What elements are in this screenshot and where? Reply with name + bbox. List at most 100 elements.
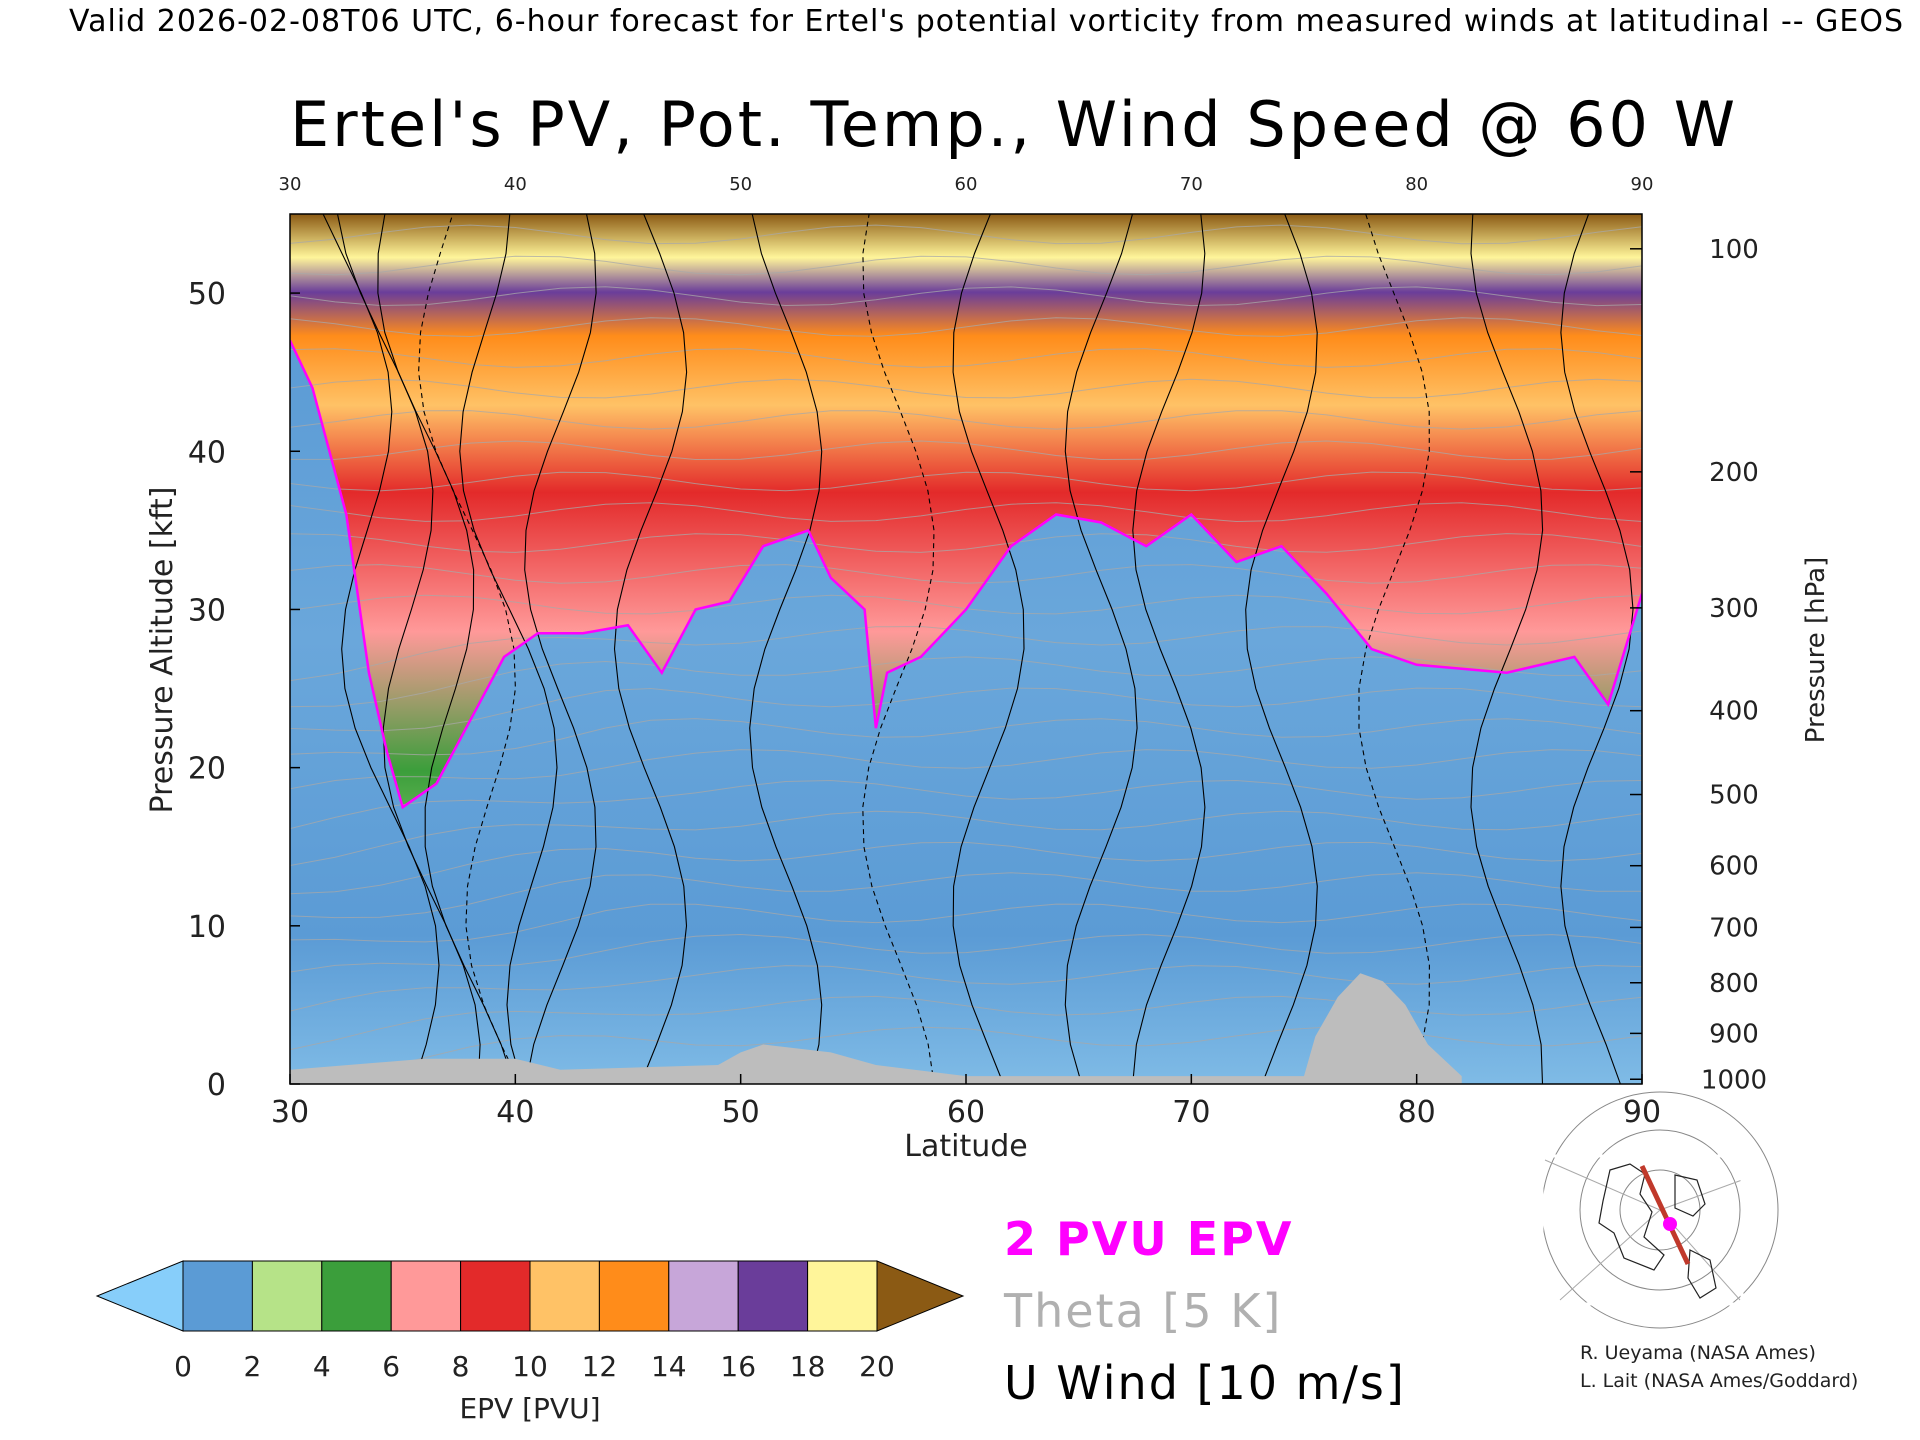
colorbar-tick-label: 4 xyxy=(313,1350,331,1383)
wind-contour xyxy=(1470,214,1544,1084)
x-tick-label: 80 xyxy=(1398,1095,1436,1130)
x-tick-label: 30 xyxy=(271,1095,309,1130)
theta-contour xyxy=(290,564,1642,584)
colorbar-segment xyxy=(182,1260,253,1332)
colorbar-tick-label: 2 xyxy=(243,1350,261,1383)
wind-contour xyxy=(1064,214,1138,1084)
epv-colorbar: 0 2 4 6 8 10 12 14 16 18 20 xyxy=(95,1260,965,1383)
wind-contour xyxy=(1132,214,1206,1084)
y-tick-label: 30 xyxy=(188,593,226,628)
colorbar-segment xyxy=(390,1260,462,1332)
theta-contour xyxy=(290,995,1642,1051)
x-axis: 30 40 50 60 70 80 90 xyxy=(271,1074,1661,1130)
wind-contour xyxy=(613,214,688,1084)
pressure-tick-label: 700 xyxy=(1709,913,1759,943)
wind-contour xyxy=(862,214,935,1084)
pressure-tick-label: 900 xyxy=(1709,1019,1759,1049)
theta-contour xyxy=(290,195,1642,214)
wind-contour xyxy=(952,214,1025,1084)
y-axis-right-label: Pressure [hPa] xyxy=(1801,557,1831,744)
theta-contour xyxy=(290,410,1642,430)
y-axis-left: 0 10 20 30 40 50 xyxy=(188,277,300,1103)
wind-contour xyxy=(459,214,558,1084)
pressure-tick-label: 500 xyxy=(1709,781,1759,811)
y-axis-right: 100 200 300 400 500 600 700 800 900 1000 xyxy=(1630,235,1767,1095)
pressure-tick-label: 300 xyxy=(1709,594,1759,624)
wind-contour xyxy=(377,214,515,1084)
top-x-tick-label: 90 xyxy=(1631,174,1654,195)
wind-contour xyxy=(1358,214,1430,1084)
colorbar-tick-label: 6 xyxy=(382,1350,400,1383)
colorbar-segment xyxy=(251,1260,323,1332)
theta-contour xyxy=(290,533,1642,553)
colorbar-tick-label: 20 xyxy=(859,1350,895,1383)
wind-contour xyxy=(524,214,597,1084)
top-x-tick-label: 60 xyxy=(955,174,978,195)
theta-contour xyxy=(290,779,1642,830)
pressure-tick-label: 800 xyxy=(1709,969,1759,999)
top-x-tick-label: 40 xyxy=(504,174,527,195)
theta-contour xyxy=(290,255,1642,276)
x-tick-label: 70 xyxy=(1172,1095,1210,1130)
theta-contour xyxy=(290,378,1642,399)
y-tick-label: 40 xyxy=(188,435,226,470)
pressure-tick-label: 100 xyxy=(1709,235,1759,265)
y-tick-label: 10 xyxy=(188,910,226,945)
legend-pvu: 2 PVU EPV xyxy=(1004,1212,1294,1266)
top-x-tick-label: 70 xyxy=(1180,174,1203,195)
theta-contour xyxy=(290,933,1642,973)
legend-theta: Theta [5 K] xyxy=(1004,1284,1283,1338)
y-tick-label: 20 xyxy=(188,752,226,787)
pressure-tick-label: 600 xyxy=(1709,852,1759,882)
terrain xyxy=(290,973,1462,1084)
valid-time-header: Valid 2026-02-08T06 UTC, 6-hour forecast… xyxy=(68,4,1904,39)
theta-contour xyxy=(290,964,1642,1012)
troposphere-fill xyxy=(290,340,1642,1084)
x-tick-label: 40 xyxy=(496,1095,534,1130)
colorbar-tick-label: 12 xyxy=(582,1350,618,1383)
colorbar-tick-label: 10 xyxy=(512,1350,548,1383)
credit-line-1: R. Ueyama (NASA Ames) xyxy=(1580,1342,1816,1364)
theta-contour xyxy=(290,841,1642,895)
colorbar-tick-label: 0 xyxy=(174,1350,192,1383)
theta-contour xyxy=(290,718,1642,756)
theta-contour xyxy=(290,502,1642,523)
pressure-tick-label: 1000 xyxy=(1701,1065,1767,1095)
theta-contour xyxy=(290,224,1642,245)
top-x-tick-label: 30 xyxy=(279,174,302,195)
colorbar-segment xyxy=(668,1260,739,1332)
colorbar-over-arrow xyxy=(876,1260,965,1332)
colorbar-label: EPV [PVU] xyxy=(459,1392,600,1425)
chart-title: Ertel's PV, Pot. Temp., Wind Speed @ 60 … xyxy=(290,88,1739,161)
top-x-tick-label: 80 xyxy=(1405,174,1428,195)
colorbar-tick-label: 18 xyxy=(790,1350,826,1383)
theta-contour xyxy=(290,625,1642,682)
colorbar-segment xyxy=(529,1260,600,1332)
pvu-2-contour xyxy=(290,339,1642,810)
colorbar-tick-label: 16 xyxy=(720,1350,756,1383)
plot-area xyxy=(289,195,1643,1085)
colorbar-segment xyxy=(321,1260,392,1332)
colorbar-segment xyxy=(737,1260,809,1332)
colorbar-tick-label: 8 xyxy=(452,1350,470,1383)
colorbar-under-arrow xyxy=(95,1260,184,1332)
wind-contours xyxy=(322,214,1634,1084)
wind-contour xyxy=(749,214,823,1084)
colorbar-segment xyxy=(460,1260,531,1332)
colorbar-segment xyxy=(807,1260,878,1332)
theta-contour xyxy=(290,348,1642,368)
x-tick-label: 50 xyxy=(722,1095,760,1130)
y-tick-label: 50 xyxy=(188,277,226,312)
theta-contour xyxy=(290,286,1642,307)
x-axis-label: Latitude xyxy=(904,1129,1027,1164)
pressure-tick-label: 400 xyxy=(1709,697,1759,727)
colorbar-tick-label: 14 xyxy=(651,1350,687,1383)
locator-map xyxy=(1540,1091,1779,1329)
theta-contour xyxy=(290,749,1642,790)
theta-contour xyxy=(290,872,1642,919)
theta-contour xyxy=(290,687,1642,732)
theta-contour xyxy=(290,440,1642,461)
top-x-tick-label: 50 xyxy=(729,174,752,195)
pressure-tick-label: 200 xyxy=(1709,458,1759,488)
